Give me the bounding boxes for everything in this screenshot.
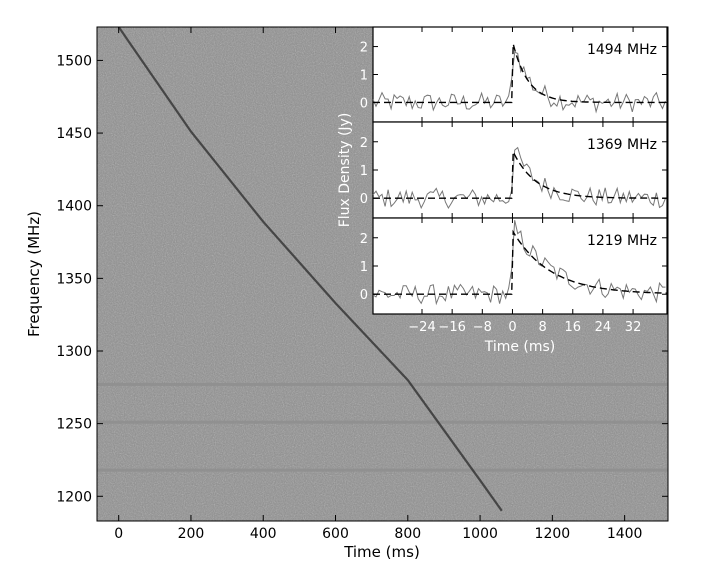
- main-x-tick-label: 800: [394, 526, 421, 542]
- inset-x-tick-label: 8: [538, 320, 546, 335]
- main-y-tick-label: 1350: [56, 271, 92, 287]
- inset-panel-label: 1494 MHz: [587, 42, 657, 58]
- inset-panel-label: 1369 MHz: [587, 137, 657, 153]
- main-y-tick-label: 1200: [56, 489, 92, 505]
- inset-x-tick-label: −8: [473, 320, 492, 335]
- inset-y-tick-label: 1: [360, 69, 368, 84]
- inset-model-line: [373, 43, 667, 104]
- inset-x-tick-label: 16: [564, 320, 581, 335]
- inset-data-line: [372, 51, 666, 114]
- inset-panel-frame: [372, 121, 668, 219]
- main-x-tick-label: 200: [178, 526, 205, 542]
- inset-panel: 0 1 2 1369 MHz: [360, 121, 668, 219]
- main-y-tick-label: 1450: [56, 126, 92, 142]
- main-x-tick-label: 1400: [607, 526, 643, 542]
- inset-x-tick-label: −24: [408, 320, 435, 335]
- inset-panel: 0 1 2 1219 MHz: [360, 217, 668, 315]
- inset-data-line: [372, 146, 666, 210]
- inset-panel-label: 1219 MHz: [587, 233, 657, 249]
- main-y-tick-label: 1400: [56, 199, 92, 215]
- inset-y-tick-label: 1: [360, 164, 368, 179]
- dispersion-sweep: [117, 27, 503, 512]
- main-y-axis-label: Frequency (MHz): [25, 211, 43, 337]
- inset-y-tick-label: 0: [360, 192, 368, 207]
- main-x-tick-label: 0: [114, 526, 123, 542]
- inset-y-tick-label: 0: [360, 288, 368, 303]
- inset-panel-frame: [372, 217, 668, 315]
- main-x-axis: 0 200 400 600 800 1000 1200 1400: [114, 27, 642, 542]
- masked-channel: [97, 468, 668, 472]
- main-y-tick-label: 1300: [56, 344, 92, 360]
- inset-model-line: [373, 151, 667, 199]
- main-y-tick-label: 1500: [56, 53, 92, 69]
- inset-data-line: [372, 220, 666, 306]
- inset-y-axis-label: Flux Density (Jy): [337, 113, 353, 228]
- inset-x-tick-label: 0: [508, 320, 516, 335]
- inset-model-line: [373, 229, 668, 295]
- inset-y-tick-label: 2: [360, 136, 368, 151]
- inset-x-axis: −24 −16 −8 0 8 16 24 32: [408, 320, 641, 335]
- main-x-tick-label: 400: [250, 526, 277, 542]
- inset-y-tick-label: 1: [360, 260, 368, 275]
- masked-channel: [97, 420, 668, 424]
- main-y-tick-label: 1250: [56, 417, 92, 433]
- dispersion-track: [117, 27, 503, 512]
- inset-y-tick-label: 2: [360, 232, 368, 247]
- inset-y-tick-label: 2: [360, 41, 368, 56]
- inset-x-tick-label: 24: [595, 320, 612, 335]
- inset-x-axis-label: Time (ms): [484, 339, 556, 355]
- main-x-tick-label: 1200: [535, 526, 571, 542]
- masked-channels: [97, 382, 668, 472]
- masked-channel: [97, 382, 668, 386]
- inset-x-tick-label: −16: [438, 320, 465, 335]
- inset-x-tick-label: 32: [625, 320, 642, 335]
- inset-y-tick-label: 0: [360, 96, 368, 111]
- main-x-tick-label: 600: [322, 526, 349, 542]
- inset-panel: 0 1 2 1494 MHz: [360, 26, 668, 123]
- inset-plots: 0 1 2 1494 MHz 0 1 2 1369 MHz 0 1 2 1219 MHz −24 −16…: [337, 26, 668, 355]
- main-x-tick-label: 1000: [462, 526, 498, 542]
- main-x-axis-label: Time (ms): [343, 543, 420, 561]
